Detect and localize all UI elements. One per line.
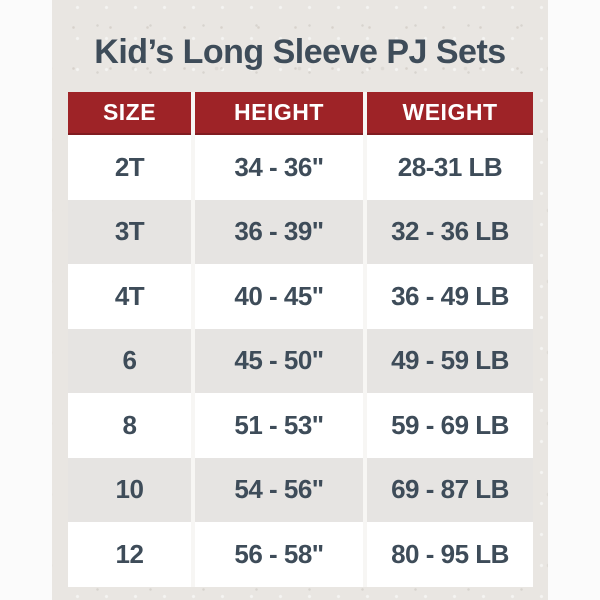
weight-cell: 36 - 49 LB — [367, 264, 533, 329]
table-body: 2T 34 - 36" 28-31 LB 3T 36 - 39" 32 - 36 LB 4T… — [68, 135, 533, 587]
table-row: 3T 36 - 39" 32 - 36 LB — [68, 199, 533, 264]
size-cell: 12 — [68, 522, 191, 587]
table-header-row: SIZE HEIGHT WEIGHT — [68, 92, 533, 135]
size-cell: 10 — [68, 457, 191, 522]
size-cell: 4T — [68, 264, 191, 329]
height-cell: 40 - 45" — [195, 264, 363, 329]
weight-cell: 28-31 LB — [367, 135, 533, 200]
size-chart-table: SIZE HEIGHT WEIGHT 2T 34 - 36" 28-31 LB 3T 3… — [68, 92, 533, 587]
height-cell: 51 - 53" — [195, 393, 363, 458]
height-cell: 54 - 56" — [195, 457, 363, 522]
weight-cell: 32 - 36 LB — [367, 199, 533, 264]
size-cell: 6 — [68, 328, 191, 393]
size-cell: 8 — [68, 393, 191, 458]
table-row: 12 56 - 58" 80 - 95 LB — [68, 522, 533, 587]
weight-cell: 59 - 69 LB — [367, 393, 533, 458]
size-cell: 3T — [68, 199, 191, 264]
weight-cell: 49 - 59 LB — [367, 328, 533, 393]
height-cell: 45 - 50" — [195, 328, 363, 393]
height-cell: 34 - 36" — [195, 135, 363, 200]
page-title: Kid’s Long Sleeve PJ Sets — [94, 33, 506, 71]
table-row: 6 45 - 50" 49 - 59 LB — [68, 328, 533, 393]
paper-background: Kid’s Long Sleeve PJ Sets SIZE HEIGHT WE… — [52, 0, 548, 600]
table-row: 8 51 - 53" 59 - 69 LB — [68, 393, 533, 458]
weight-cell: 69 - 87 LB — [367, 457, 533, 522]
size-cell: 2T — [68, 135, 191, 200]
table-row: 4T 40 - 45" 36 - 49 LB — [68, 264, 533, 329]
height-cell: 36 - 39" — [195, 199, 363, 264]
table-row: 10 54 - 56" 69 - 87 LB — [68, 457, 533, 522]
column-header-weight: WEIGHT — [367, 92, 533, 135]
weight-cell: 80 - 95 LB — [367, 522, 533, 587]
height-cell: 56 - 58" — [195, 522, 363, 587]
column-header-height: HEIGHT — [195, 92, 363, 135]
table-header: SIZE HEIGHT WEIGHT — [68, 92, 533, 135]
table-row: 2T 34 - 36" 28-31 LB — [68, 135, 533, 200]
column-header-size: SIZE — [68, 92, 191, 135]
